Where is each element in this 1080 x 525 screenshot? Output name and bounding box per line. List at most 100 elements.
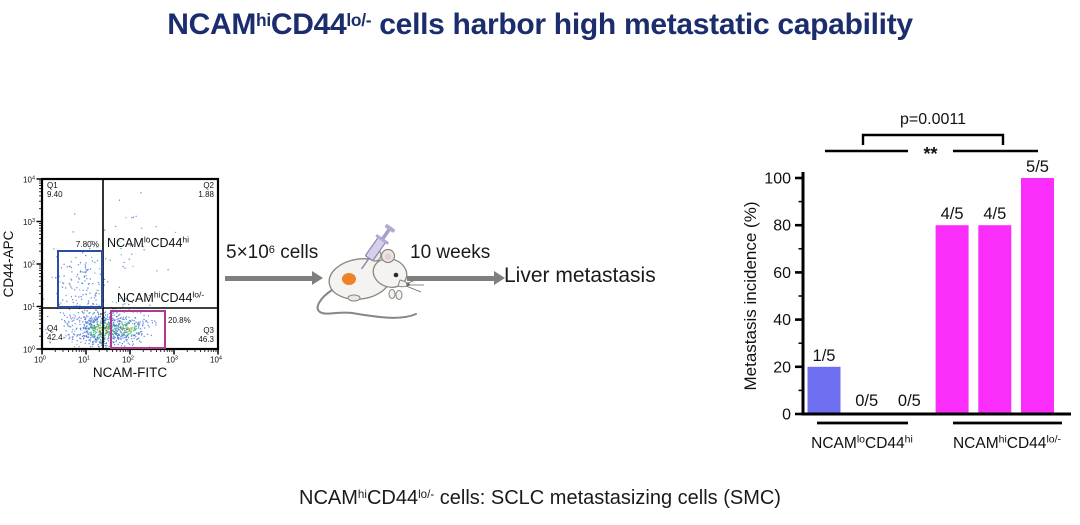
scatter-point	[89, 278, 92, 280]
scatter-point	[108, 325, 111, 327]
x-tick-label: 103	[166, 355, 178, 364]
bar-value-label: 0/5	[855, 392, 878, 410]
scatter-point	[103, 312, 106, 314]
y-tick-label: 100	[764, 171, 791, 188]
scatter-point	[135, 321, 137, 323]
scatter-point	[132, 216, 135, 218]
scatter-point	[72, 301, 75, 304]
scatter-point	[151, 320, 153, 322]
scatter-point	[89, 338, 91, 341]
scatter-point	[98, 283, 100, 286]
scatter-point	[127, 333, 129, 335]
scatter-point	[112, 333, 114, 335]
scatter-point	[124, 317, 127, 319]
scatter-point	[95, 295, 97, 297]
scatter-point	[65, 330, 67, 332]
y-tick-label: 101	[23, 303, 35, 312]
scatter-point	[114, 336, 117, 339]
scatter-point	[93, 335, 96, 338]
population-label-ncamlo-cd44hi: NCAMloCD44hi	[107, 235, 189, 251]
scatter-point	[121, 322, 123, 324]
scatter-point	[107, 331, 109, 333]
scatter-point	[134, 324, 136, 326]
syringe-icon	[360, 224, 396, 270]
scatter-point	[123, 324, 125, 326]
scatter-point	[74, 295, 77, 297]
scatter-point	[79, 323, 81, 326]
scatter-point	[90, 326, 92, 328]
scatter-point	[77, 312, 80, 314]
scatter-point	[124, 267, 126, 269]
scatter-point	[86, 269, 88, 272]
scatter-point	[106, 324, 108, 326]
scatter-point	[83, 323, 85, 325]
scatter-point	[86, 326, 88, 328]
scatter-point	[93, 325, 95, 327]
scatter-point	[116, 332, 118, 334]
scatter-point	[120, 338, 122, 341]
scatter-point	[76, 287, 78, 289]
scatter-point	[87, 327, 90, 329]
x-tick-label: 102	[122, 355, 134, 364]
scatter-point	[115, 331, 117, 333]
scatter-point	[84, 265, 87, 267]
scatter-point	[91, 328, 93, 330]
scatter-point	[63, 263, 65, 265]
scatter-point	[108, 345, 111, 347]
scatter-point	[97, 323, 99, 326]
scatter-point	[59, 312, 62, 314]
scatter-point	[85, 315, 88, 317]
scatter-point	[71, 341, 73, 343]
scatter-point	[96, 311, 99, 313]
scatter-point	[87, 322, 89, 324]
scatter-point	[60, 267, 63, 269]
scatter-point	[46, 332, 48, 334]
scatter-point	[104, 343, 106, 345]
scatter-point	[85, 275, 87, 277]
scatter-point	[142, 245, 144, 248]
scatter-point	[120, 332, 123, 334]
scatter-point	[100, 313, 103, 315]
scatter-point	[98, 315, 100, 318]
scatter-point	[89, 340, 92, 342]
scatter-point	[137, 327, 140, 329]
scatter-point	[55, 276, 57, 279]
scatter-point	[115, 316, 118, 318]
scatter-point	[121, 327, 123, 329]
syringe-thumb-rest	[384, 224, 396, 233]
scatter-point	[85, 268, 87, 270]
scatter-point	[104, 229, 106, 231]
scatter-point	[92, 328, 94, 330]
scatter-point	[125, 318, 128, 320]
scatter-point	[112, 317, 114, 319]
scatter-point	[124, 324, 126, 326]
scatter-point	[105, 329, 107, 332]
scatter-point	[120, 247, 122, 250]
y-tick-label: 100	[23, 345, 35, 354]
scatter-point	[94, 341, 97, 343]
bars	[807, 178, 1054, 414]
scatter-point	[113, 338, 115, 340]
arrow-head-icon	[312, 271, 323, 285]
scatter-point	[99, 339, 102, 341]
scatter-point	[78, 345, 80, 348]
scatter-point	[96, 328, 98, 331]
scatter-point	[115, 302, 118, 304]
scatter-point	[125, 299, 127, 301]
magenta-gate-percent: 20.8%	[168, 316, 191, 325]
scatter-point	[141, 333, 143, 335]
scatter-point	[99, 327, 102, 330]
scatter-point	[138, 325, 140, 327]
arrow-shaft	[407, 276, 496, 281]
scatter-point	[107, 318, 109, 321]
scatter-point	[104, 326, 107, 329]
scatter-point	[85, 330, 88, 332]
scatter-point	[149, 304, 151, 306]
scatter-point	[55, 256, 58, 258]
scatter-point	[123, 333, 125, 335]
scatter-point	[127, 342, 129, 344]
quadrant-q2-value: 1.88	[198, 190, 214, 199]
scatter-point	[75, 299, 78, 302]
caption-superscript: lo/-	[418, 488, 435, 502]
